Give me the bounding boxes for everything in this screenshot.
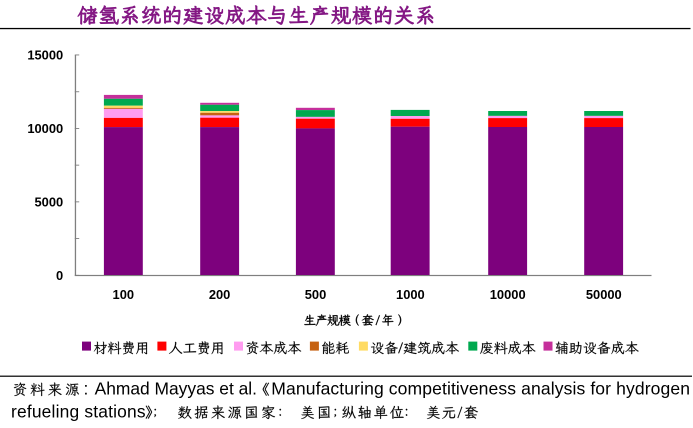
svg-text:0: 0 [56, 268, 63, 283]
svg-text:15000: 15000 [27, 48, 63, 63]
svg-text:50000: 50000 [586, 287, 622, 302]
svg-text::: : [84, 379, 89, 399]
svg-text:10000: 10000 [27, 121, 63, 136]
svg-text:10000: 10000 [490, 287, 526, 302]
svg-text:100: 100 [113, 287, 135, 302]
svg-text:1000: 1000 [396, 287, 425, 302]
svg-text:Manufacturing competitiveness: Manufacturing competitiveness analysis f… [271, 379, 690, 399]
svg-text:500: 500 [305, 287, 327, 302]
svg-text:Ahmad Mayyas et al.: Ahmad Mayyas et al. [95, 379, 257, 399]
svg-text:5000: 5000 [35, 195, 64, 210]
svg-text:refueling stations: refueling stations [11, 402, 146, 422]
svg-text:200: 200 [209, 287, 231, 302]
